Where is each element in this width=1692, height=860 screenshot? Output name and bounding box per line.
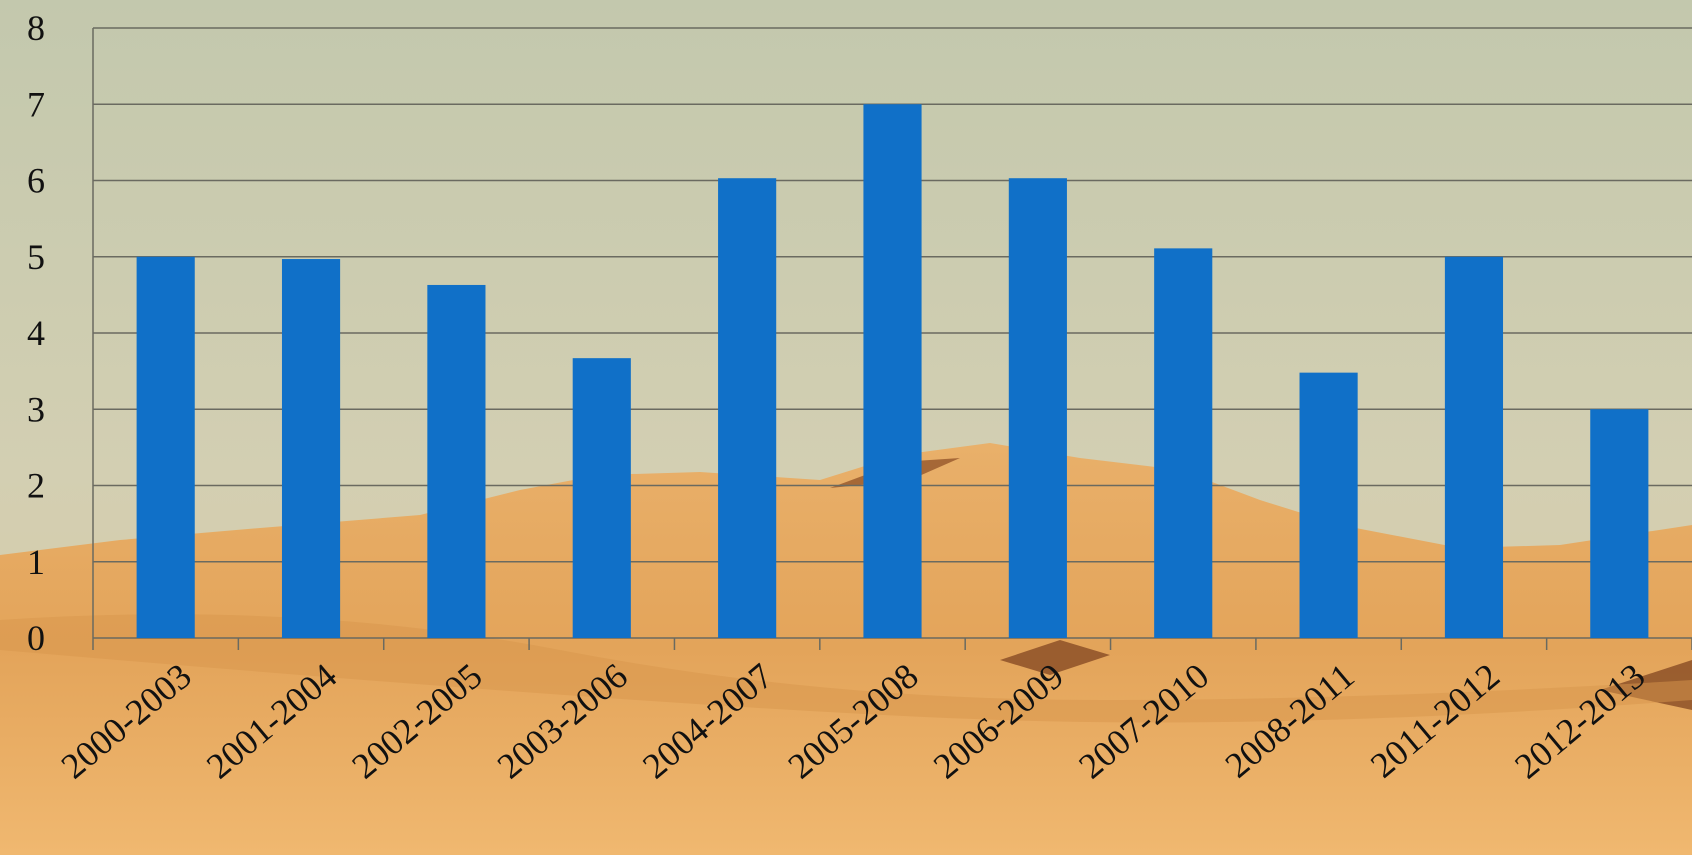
bar xyxy=(136,256,195,638)
bar xyxy=(863,104,922,638)
bar xyxy=(1444,256,1504,638)
bar xyxy=(1008,178,1067,638)
bar xyxy=(1590,409,1649,638)
y-tick-label: 2 xyxy=(27,466,45,506)
y-tick-label: 0 xyxy=(27,618,45,658)
y-tick-label: 1 xyxy=(27,542,45,582)
bar xyxy=(427,284,486,638)
y-tick-label: 4 xyxy=(27,313,45,353)
y-tick-label: 3 xyxy=(27,389,45,429)
bar xyxy=(1299,372,1358,638)
y-tick-label: 6 xyxy=(27,161,45,201)
y-tick-label: 5 xyxy=(27,237,45,277)
y-tick-label: 8 xyxy=(27,8,45,48)
bar xyxy=(718,178,777,638)
bar xyxy=(1154,248,1213,639)
bar xyxy=(281,259,341,638)
bar xyxy=(572,358,631,638)
y-tick-label: 7 xyxy=(27,84,45,124)
